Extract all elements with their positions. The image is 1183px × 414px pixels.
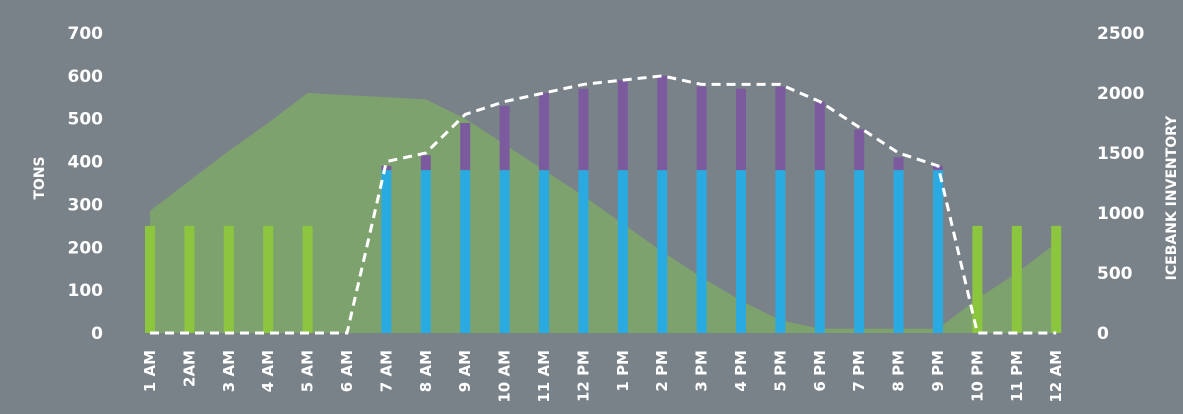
bar-0-23 bbox=[1051, 225, 1062, 333]
y-tick-label: 500 bbox=[68, 110, 104, 130]
bar-2-11 bbox=[578, 88, 589, 171]
bar-0-1 bbox=[184, 225, 195, 333]
x-tick-label: 1 AM bbox=[141, 350, 159, 392]
x-tick-label: 3 PM bbox=[693, 350, 711, 392]
y-axis-label: TONS bbox=[32, 156, 48, 199]
x-tick-label: 11 PM bbox=[1008, 350, 1026, 402]
x-tick-label: 2AM bbox=[180, 350, 198, 387]
x-tick-label: 11 AM bbox=[535, 350, 553, 403]
y-tick-label: 700 bbox=[68, 24, 104, 44]
x-tick-label: 6 PM bbox=[811, 350, 829, 392]
bar-2-10 bbox=[539, 93, 549, 171]
bar-1-10 bbox=[539, 170, 549, 333]
bar-1-7 bbox=[420, 170, 431, 333]
bar-2-9 bbox=[499, 105, 510, 171]
bar-2-13 bbox=[657, 75, 668, 171]
bar-layer bbox=[145, 75, 1062, 333]
y-axis-ticks: 0 100 200 300 400 500 600 700 bbox=[68, 24, 104, 344]
bar-0-22 bbox=[1011, 225, 1022, 333]
bar-1-16 bbox=[775, 170, 786, 333]
x-tick-label: 8 PM bbox=[890, 350, 908, 392]
area-layer bbox=[150, 93, 1057, 333]
bar-2-8 bbox=[460, 123, 471, 171]
y2-axis-ticks: 0 500 1000 1500 2000 2500 bbox=[1097, 24, 1144, 344]
bar-2-19 bbox=[893, 157, 904, 171]
bar-2-15 bbox=[736, 88, 746, 171]
y2-tick-label: 2500 bbox=[1097, 24, 1144, 44]
x-tick-label: 12 PM bbox=[574, 350, 592, 402]
bar-2-12 bbox=[617, 80, 628, 171]
x-tick-label: 6 AM bbox=[338, 350, 356, 392]
x-tick-label: 9 PM bbox=[929, 350, 947, 392]
bar-2-20 bbox=[933, 165, 943, 171]
area-series bbox=[150, 93, 1057, 333]
x-tick-label: 10 AM bbox=[496, 350, 514, 403]
bar-1-15 bbox=[736, 170, 746, 333]
y-tick-label: 200 bbox=[68, 238, 104, 258]
x-axis-ticks: 1 AM 2AM 3 AM 4 AM 5 AM 6 AM 7 AM 8 AM 9 AM 10 AM… bbox=[141, 350, 1065, 403]
bar-0-3 bbox=[263, 225, 274, 333]
bar-1-14 bbox=[696, 170, 707, 333]
x-tick-label: 8 AM bbox=[417, 350, 435, 392]
bar-1-6 bbox=[381, 170, 392, 333]
x-tick-label: 7 AM bbox=[377, 350, 395, 392]
line-layer bbox=[150, 74, 1057, 335]
y2-tick-label: 0 bbox=[1097, 324, 1109, 344]
x-tick-label: 5 AM bbox=[299, 350, 317, 392]
x-tick-label: 4 AM bbox=[259, 350, 277, 392]
bar-2-7 bbox=[420, 155, 431, 171]
x-tick-label: 3 AM bbox=[220, 350, 238, 392]
bar-1-8 bbox=[460, 170, 471, 333]
y2-tick-label: 2000 bbox=[1097, 84, 1144, 104]
x-tick-label: 1 PM bbox=[614, 350, 632, 392]
y2-tick-label: 500 bbox=[1097, 264, 1133, 284]
y2-tick-label: 1500 bbox=[1097, 144, 1144, 164]
bar-2-18 bbox=[854, 129, 865, 171]
bar-1-13 bbox=[657, 170, 668, 333]
bar-0-21 bbox=[972, 225, 983, 333]
y-tick-label: 400 bbox=[68, 153, 104, 173]
bar-0-2 bbox=[223, 225, 234, 333]
y-tick-label: 0 bbox=[91, 324, 103, 344]
bar-1-19 bbox=[893, 170, 904, 333]
x-tick-label: 10 PM bbox=[968, 350, 986, 402]
x-tick-label: 7 PM bbox=[850, 350, 868, 392]
bar-2-14 bbox=[696, 86, 707, 171]
y-tick-label: 600 bbox=[68, 67, 104, 87]
bar-1-20 bbox=[933, 170, 943, 333]
y2-tick-label: 1000 bbox=[1097, 204, 1144, 224]
bar-0-0 bbox=[145, 225, 155, 333]
y-tick-label: 300 bbox=[68, 195, 104, 215]
bar-2-17 bbox=[814, 101, 825, 171]
bar-2-16 bbox=[775, 86, 786, 171]
bar-1-11 bbox=[578, 170, 589, 333]
x-tick-label: 4 PM bbox=[732, 350, 750, 392]
dashed-line-series bbox=[150, 74, 1057, 335]
bar-1-9 bbox=[499, 170, 510, 333]
x-tick-label: 9 AM bbox=[456, 350, 474, 392]
bar-1-18 bbox=[854, 170, 865, 333]
x-tick-label: 5 PM bbox=[771, 350, 789, 392]
bar-1-17 bbox=[814, 170, 825, 333]
y-tick-label: 100 bbox=[68, 281, 104, 301]
bar-0-4 bbox=[302, 225, 313, 333]
y2-axis-label: ICEBANK INVENTORY bbox=[1164, 115, 1180, 280]
x-tick-label: 2 PM bbox=[653, 350, 671, 392]
bar-1-12 bbox=[617, 170, 628, 333]
x-tick-label: 12 AM bbox=[1047, 350, 1065, 403]
